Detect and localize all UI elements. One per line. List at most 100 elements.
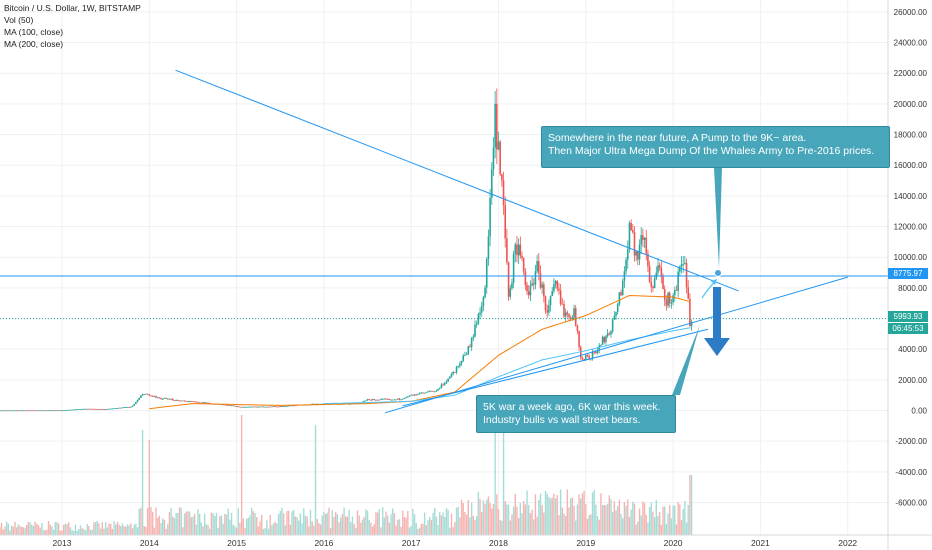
volume-bar (170, 507, 172, 535)
candle-body (576, 325, 579, 331)
volume-bar (472, 515, 475, 535)
candle-body (430, 390, 433, 392)
dump-arrow-shaft-icon (713, 287, 721, 339)
volume-bar (205, 524, 208, 535)
candle-body (385, 398, 387, 400)
volume-bar (51, 526, 53, 535)
candle-body (381, 398, 384, 400)
candle-body (417, 394, 419, 396)
candle-body (578, 330, 580, 348)
candle-body (165, 398, 167, 399)
candle-body (507, 262, 510, 297)
candle-body (34, 410, 36, 412)
volume-bar (524, 504, 527, 535)
candle-body (260, 406, 263, 408)
candle-body (469, 346, 471, 348)
volume-bar (563, 513, 565, 535)
volume-bar (474, 519, 476, 535)
volume-bar (217, 528, 219, 535)
volume-bar (664, 506, 666, 535)
volume-bar (308, 526, 310, 535)
y-tick-label: 24000.00 (894, 39, 928, 48)
volume-bar (548, 496, 550, 535)
candle-body (77, 409, 80, 410)
candle-body (284, 406, 287, 407)
candle-body (494, 104, 496, 148)
y-tick-label: -2000.00 (895, 437, 927, 446)
legend-ma200: MA (200, close) (4, 39, 64, 49)
candle-body (195, 401, 198, 403)
candle-body (269, 406, 271, 408)
volume-bar (432, 512, 434, 535)
volume-bar (328, 507, 330, 535)
volume-bar (689, 475, 691, 535)
candle-body (531, 283, 533, 286)
volume-bar (301, 523, 303, 535)
candle-body (234, 405, 236, 407)
candle-body (485, 258, 488, 288)
volume-bar (183, 513, 186, 535)
candle-body (128, 407, 130, 408)
trendline (384, 276, 848, 414)
candle-body (675, 290, 678, 292)
volume-bar (150, 507, 152, 535)
candle-body (235, 406, 238, 408)
volume-bar (200, 522, 203, 535)
candle-body (586, 355, 589, 357)
candle-body (56, 410, 58, 412)
volume-bar (306, 516, 308, 535)
volume-bar (111, 529, 114, 535)
candle-body (222, 404, 224, 406)
volume-bar (650, 502, 652, 535)
candle-body (415, 394, 418, 396)
candle-body (44, 410, 47, 412)
volume-bar (259, 521, 261, 535)
volume-bar (672, 505, 674, 535)
volume-bar (158, 515, 161, 535)
volume-bar (106, 527, 109, 535)
volume-bar (528, 504, 530, 535)
volume-bar (588, 515, 590, 535)
candle-body (605, 336, 607, 343)
volume-bar (175, 513, 177, 535)
candle-body (47, 410, 50, 412)
volume-bar (202, 526, 204, 535)
candle-body (76, 409, 78, 411)
volume-bar (595, 504, 597, 535)
candle-body (585, 355, 587, 360)
volume-bar (178, 507, 181, 535)
candle-body (653, 278, 656, 288)
volume-bar (96, 521, 98, 535)
candle-body (365, 400, 367, 402)
volume-bar (271, 525, 273, 535)
volume-bar (521, 513, 523, 535)
callout-top[interactable]: Somewhere in the near future, A Pump to … (541, 126, 890, 168)
candle-body (551, 291, 554, 297)
candle-body (0, 410, 3, 412)
candle-body (17, 410, 20, 412)
candle-body (395, 399, 397, 401)
candle-body (66, 409, 68, 411)
volume-bar (27, 521, 30, 535)
volume-bar (482, 500, 485, 535)
candle-body (114, 408, 117, 409)
callout-bottom[interactable]: 5K war a week ago, 6K war this week. Ind… (476, 395, 676, 433)
volume-bar (353, 523, 355, 535)
volume-bar (371, 526, 374, 535)
candle-body (190, 401, 193, 402)
candle-body (457, 365, 460, 367)
candle-body (286, 405, 288, 407)
candle-body (606, 333, 609, 337)
volume-bar (267, 528, 270, 535)
candle-body (118, 407, 120, 409)
candle-body (396, 398, 399, 400)
candle-body (135, 402, 137, 404)
candle-body (111, 408, 114, 410)
candle-body (255, 406, 258, 408)
candle-body (546, 310, 548, 313)
candle-body (84, 408, 87, 410)
volume-bar (507, 504, 510, 535)
volume-bar (575, 520, 577, 535)
candle-body (663, 289, 666, 301)
